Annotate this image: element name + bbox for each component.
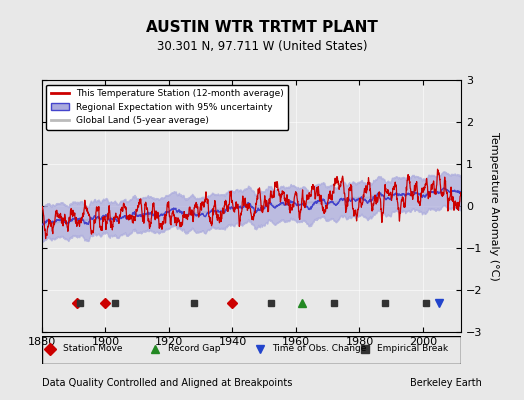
- Text: 30.301 N, 97.711 W (United States): 30.301 N, 97.711 W (United States): [157, 40, 367, 53]
- Text: Empirical Break: Empirical Break: [377, 344, 449, 353]
- Text: Time of Obs. Change: Time of Obs. Change: [272, 344, 367, 353]
- Legend: This Temperature Station (12-month average), Regional Expectation with 95% uncer: This Temperature Station (12-month avera…: [47, 84, 289, 130]
- Text: Data Quality Controlled and Aligned at Breakpoints: Data Quality Controlled and Aligned at B…: [42, 378, 292, 388]
- Text: Record Gap: Record Gap: [168, 344, 220, 353]
- Text: AUSTIN WTR TRTMT PLANT: AUSTIN WTR TRTMT PLANT: [146, 20, 378, 35]
- Text: Station Move: Station Move: [63, 344, 123, 353]
- Y-axis label: Temperature Anomaly (°C): Temperature Anomaly (°C): [489, 132, 499, 280]
- Text: Berkeley Earth: Berkeley Earth: [410, 378, 482, 388]
